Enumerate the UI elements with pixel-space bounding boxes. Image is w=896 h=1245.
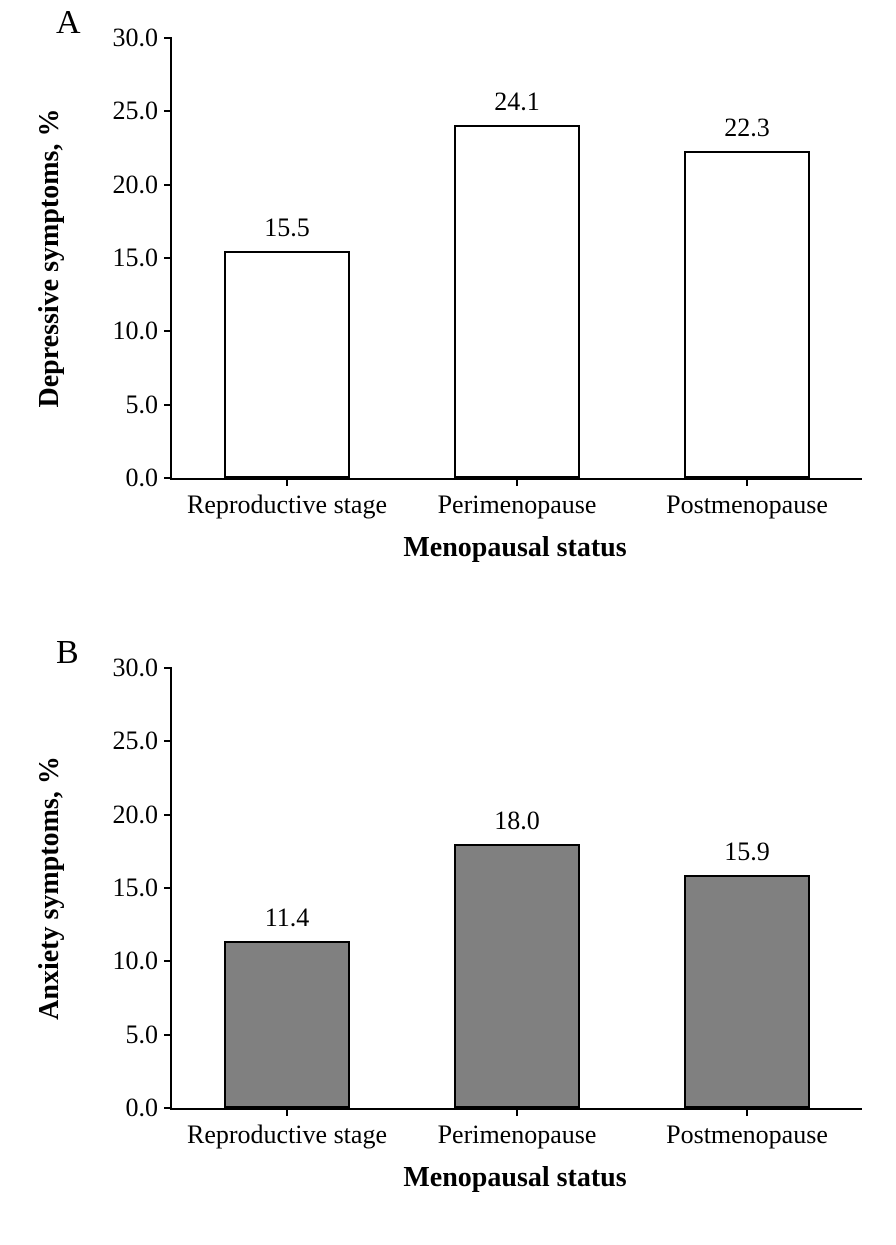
bar	[454, 844, 581, 1108]
bar-value-label: 11.4	[265, 903, 310, 933]
y-tick	[164, 667, 172, 669]
plot-area: 0.05.010.015.020.025.030.011.4Reproducti…	[170, 668, 862, 1110]
y-tick	[164, 814, 172, 816]
bar-value-label: 18.0	[494, 806, 540, 836]
y-tick-label: 25.0	[113, 726, 159, 756]
y-tick	[164, 330, 172, 332]
x-tick-label: Reproductive stage	[187, 490, 387, 520]
y-tick-label: 30.0	[113, 653, 159, 683]
x-tick	[286, 1108, 288, 1116]
x-axis-title: Menopausal status	[403, 1162, 626, 1194]
x-tick-label: Reproductive stage	[187, 1120, 387, 1150]
y-tick-label: 25.0	[113, 96, 159, 126]
y-tick-label: 20.0	[113, 170, 159, 200]
y-tick-label: 10.0	[113, 946, 159, 976]
panel-label: A	[56, 4, 81, 42]
y-tick-label: 5.0	[126, 1020, 159, 1050]
x-tick	[516, 478, 518, 486]
y-tick-label: 5.0	[126, 390, 159, 420]
bar	[684, 151, 811, 478]
x-tick-label: Postmenopause	[666, 490, 828, 520]
x-tick-label: Postmenopause	[666, 1120, 828, 1150]
x-axis-title: Menopausal status	[403, 532, 626, 564]
plot-area: 0.05.010.015.020.025.030.015.5Reproducti…	[170, 38, 862, 480]
y-tick	[164, 257, 172, 259]
bar	[454, 125, 581, 478]
y-tick	[164, 477, 172, 479]
y-tick	[164, 110, 172, 112]
y-tick	[164, 184, 172, 186]
bar	[684, 875, 811, 1108]
bar-value-label: 15.9	[724, 837, 770, 867]
y-tick	[164, 887, 172, 889]
y-tick	[164, 1034, 172, 1036]
y-tick-label: 15.0	[113, 243, 159, 273]
bar	[224, 251, 351, 478]
bar-value-label: 24.1	[494, 87, 540, 117]
y-tick	[164, 1107, 172, 1109]
y-tick	[164, 37, 172, 39]
figure: A0.05.010.015.020.025.030.015.5Reproduct…	[0, 0, 896, 1245]
y-tick-label: 10.0	[113, 316, 159, 346]
y-tick-label: 0.0	[126, 1093, 159, 1123]
panel-label: B	[56, 634, 79, 672]
y-tick-label: 30.0	[113, 23, 159, 53]
y-tick-label: 0.0	[126, 463, 159, 493]
y-tick	[164, 960, 172, 962]
y-axis-title: Depressive symptoms, %	[34, 109, 66, 408]
x-tick	[746, 1108, 748, 1116]
x-tick	[286, 478, 288, 486]
bar-value-label: 22.3	[724, 113, 770, 143]
panel-b: B0.05.010.015.020.025.030.011.4Reproduct…	[0, 630, 896, 1230]
y-tick-label: 15.0	[113, 873, 159, 903]
x-tick-label: Perimenopause	[438, 490, 597, 520]
y-tick	[164, 740, 172, 742]
x-tick	[516, 1108, 518, 1116]
x-tick-label: Perimenopause	[438, 1120, 597, 1150]
bar-value-label: 15.5	[264, 213, 310, 243]
y-axis-title: Anxiety symptoms, %	[34, 756, 66, 1020]
bar	[224, 941, 351, 1108]
x-tick	[746, 478, 748, 486]
y-tick	[164, 404, 172, 406]
y-tick-label: 20.0	[113, 800, 159, 830]
panel-a: A0.05.010.015.020.025.030.015.5Reproduct…	[0, 0, 896, 600]
